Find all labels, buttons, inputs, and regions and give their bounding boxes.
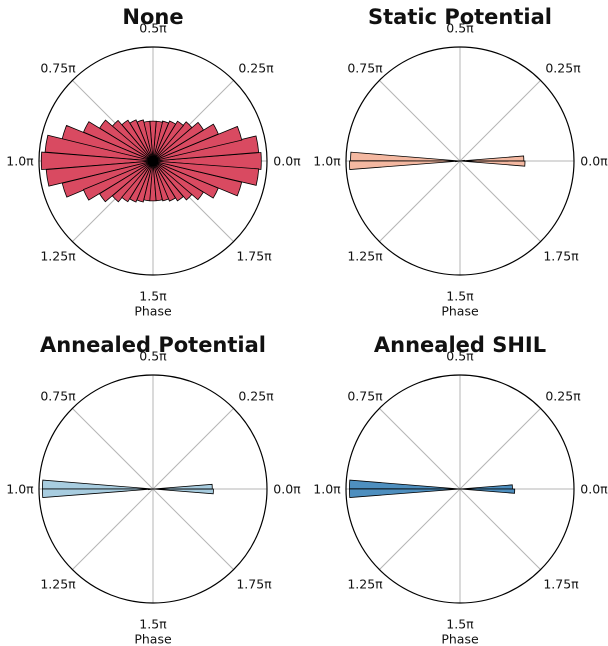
histogram-bar bbox=[350, 151, 461, 162]
histogram-bar bbox=[459, 155, 525, 162]
angle-tick-label: 1.0π bbox=[313, 482, 341, 497]
grid-spoke bbox=[379, 80, 461, 162]
angle-tick-label: 1.25π bbox=[347, 577, 383, 592]
histogram-bar bbox=[459, 159, 465, 162]
grid-spoke bbox=[379, 160, 461, 242]
histogram-bar bbox=[459, 484, 513, 490]
grid-spoke bbox=[72, 408, 154, 490]
histogram-bar bbox=[129, 160, 154, 203]
histogram-bar bbox=[82, 160, 154, 201]
polar-panel: Annealed SHIL 0.0π 0.25π 0.5π 0.75π 1.0π 1.25π… bbox=[313, 333, 608, 646]
angle-tick-label: 0.5π bbox=[139, 349, 167, 364]
angle-tick-label: 1.5π bbox=[139, 289, 167, 304]
angle-tick-label: 1.0π bbox=[6, 482, 34, 497]
angle-tick-label: 1.5π bbox=[446, 289, 474, 304]
angle-tick-label: 0.5π bbox=[139, 21, 167, 36]
grid-spoke bbox=[152, 408, 234, 490]
polar-panel: Annealed Potential 0.0π 0.25π 0.5π 0.75π 1.0π… bbox=[6, 333, 301, 646]
histogram-bar bbox=[455, 160, 461, 163]
angle-tick-label: 0.5π bbox=[446, 349, 474, 364]
histogram-bar bbox=[152, 483, 213, 490]
angle-tick-label: 1.75π bbox=[236, 577, 272, 592]
angle-tick-label: 1.75π bbox=[543, 577, 579, 592]
angle-tick-label: 0.25π bbox=[545, 389, 581, 404]
histogram-bar bbox=[152, 120, 170, 162]
histogram-bar bbox=[148, 488, 154, 491]
polar-frame bbox=[38, 374, 268, 604]
histogram-bar bbox=[152, 488, 214, 495]
histogram-bar bbox=[152, 121, 193, 162]
histogram-bar bbox=[152, 125, 243, 162]
histogram-bar bbox=[459, 488, 516, 494]
histogram-bar bbox=[152, 160, 260, 186]
phase-axis-label: Phase bbox=[134, 304, 172, 319]
histogram-bar bbox=[111, 160, 154, 203]
histogram-bar bbox=[152, 121, 205, 162]
angle-tick-label: 0.75π bbox=[40, 389, 76, 404]
grid-spoke bbox=[459, 488, 541, 570]
angle-tick-label: 0.75π bbox=[40, 61, 76, 76]
angle-tick-label: 0.25π bbox=[238, 61, 274, 76]
grid-spoke bbox=[152, 488, 234, 570]
angle-tick-label: 0.0π bbox=[580, 482, 608, 497]
histogram-bar bbox=[121, 160, 154, 203]
angle-tick-label: 0.75π bbox=[347, 389, 383, 404]
polar-frame bbox=[38, 46, 268, 276]
phase-axis-label: Phase bbox=[134, 632, 172, 646]
panel-title: Annealed Potential bbox=[40, 333, 266, 357]
histogram-bar bbox=[40, 151, 154, 171]
angle-tick-label: 1.25π bbox=[347, 249, 383, 264]
histogram-bar bbox=[349, 479, 461, 490]
histogram-bar bbox=[152, 152, 262, 170]
panel-title: Static Potential bbox=[368, 5, 552, 29]
angle-tick-label: 0.5π bbox=[446, 21, 474, 36]
phase-axis-label: Phase bbox=[441, 304, 479, 319]
grid-spoke bbox=[459, 160, 541, 242]
histogram-bar bbox=[152, 123, 219, 162]
histogram-bar bbox=[349, 160, 461, 171]
histogram-bar bbox=[98, 160, 154, 203]
grid-spoke bbox=[379, 488, 461, 570]
panel-title: None bbox=[122, 5, 183, 29]
polar-panel: Static Potential 0.0π 0.25π 0.5π 0.75π 1.0π 1.… bbox=[313, 5, 608, 319]
angle-tick-label: 1.75π bbox=[543, 249, 579, 264]
angle-tick-label: 0.0π bbox=[273, 482, 301, 497]
histogram-bar bbox=[42, 488, 154, 499]
polar-frame bbox=[345, 46, 575, 276]
histogram-bar bbox=[349, 488, 461, 499]
polar-panel: None 0.0π 0.25π 0.5π 0.75π 1.0π 1.25π 1.5π 1.75π… bbox=[6, 5, 301, 319]
angle-tick-label: 1.5π bbox=[446, 617, 474, 632]
angle-tick-label: 1.25π bbox=[40, 577, 76, 592]
histogram-bar bbox=[42, 479, 154, 490]
angle-tick-label: 1.5π bbox=[139, 617, 167, 632]
angle-tick-label: 0.0π bbox=[580, 154, 608, 169]
histogram-bar bbox=[459, 160, 526, 167]
angle-tick-label: 0.75π bbox=[347, 61, 383, 76]
grid-spoke bbox=[459, 408, 541, 490]
histogram-bar bbox=[152, 120, 185, 162]
grid-spoke bbox=[379, 408, 461, 490]
angle-tick-label: 0.0π bbox=[273, 154, 301, 169]
angle-tick-label: 1.0π bbox=[6, 154, 34, 169]
histogram-bar bbox=[136, 160, 154, 203]
phase-axis-label: Phase bbox=[441, 632, 479, 646]
angle-tick-label: 1.0π bbox=[313, 154, 341, 169]
angle-tick-label: 0.25π bbox=[545, 61, 581, 76]
histogram-bar bbox=[152, 120, 177, 162]
panel-title: Annealed SHIL bbox=[374, 333, 546, 357]
grid-spoke bbox=[72, 488, 154, 570]
angle-tick-label: 0.25π bbox=[238, 389, 274, 404]
angle-tick-label: 1.25π bbox=[40, 249, 76, 264]
angle-tick-label: 1.75π bbox=[236, 249, 272, 264]
grid-spoke bbox=[459, 80, 541, 162]
polar-frame bbox=[345, 374, 575, 604]
